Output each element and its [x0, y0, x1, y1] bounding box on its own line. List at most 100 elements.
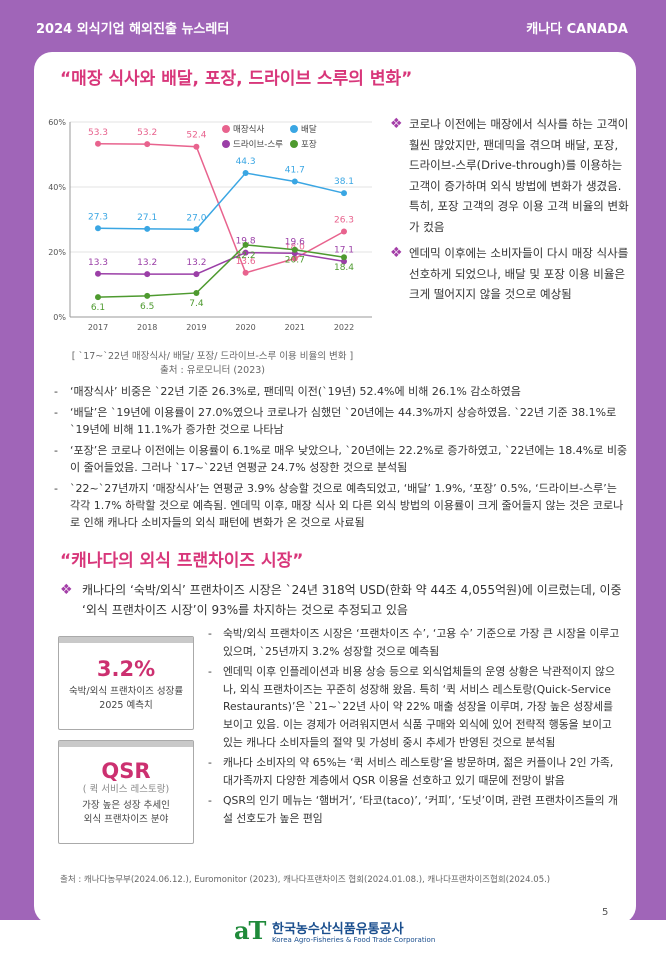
- data-label: 27.0: [186, 213, 206, 223]
- data-point: [144, 292, 151, 299]
- newsletter-title: 2024 외식기업 해외진출 뉴스레터: [36, 22, 230, 37]
- data-label: 6.1: [91, 303, 105, 313]
- data-label: 38.1: [334, 177, 354, 187]
- bullet-text: 엔데믹 이후에는 소비자들이 다시 매장 식사를 선호하게 되었으나, 배달 및…: [409, 246, 629, 301]
- data-point: [341, 254, 347, 261]
- chart-container: 0% 20% 40% 60% 2017 2018 2019 2020 2021 2022 53.3 5…: [40, 112, 380, 337]
- legend-marker: [290, 125, 298, 133]
- data-point: [341, 228, 347, 235]
- qsr-desc-2: 외식 프랜차이즈 분야: [83, 814, 169, 825]
- chart-source: 출처 : 유로모니터 (2023): [159, 365, 266, 376]
- legend-marker: [290, 140, 298, 148]
- footer-bar: [0, 920, 666, 954]
- data-point: [193, 226, 200, 233]
- findings-list: ‘매장식사’ 비중은 `22년 기준 26.3%로, 팬데믹 이전(`19년) …: [50, 383, 630, 535]
- data-point: [193, 271, 200, 278]
- x-tick-label: 2019: [186, 323, 206, 332]
- legend-label: 배달: [301, 124, 317, 135]
- data-label: 7.4: [189, 299, 204, 309]
- y-tick-label: 20%: [48, 248, 66, 257]
- section-heading-franchise: “캐나다의 외식 프랜차이즈 시장”: [60, 551, 304, 571]
- data-point: [144, 271, 151, 278]
- growth-rate-year: 2025 예측치: [99, 700, 153, 711]
- detail-item: QSR의 인기 메뉴는 ‘햄버거’, ‘타코(taco)’, ‘커피’, ‘도넛…: [205, 792, 625, 827]
- section-source: 출처 : 캐나다농무부(2024.06.12.), Euromonitor (2…: [60, 875, 551, 885]
- detail-item: 숙박/외식 프랜차이즈 시장은 ‘프랜차이즈 수’, ‘고용 수’ 기준으로 가…: [205, 625, 625, 660]
- legend-marker: [222, 140, 230, 148]
- data-point: [242, 249, 249, 256]
- data-point: [144, 141, 151, 148]
- top-bar: 2024 외식기업 해외진출 뉴스레터 캐나다 CANADA: [0, 0, 666, 52]
- x-tick-label: 2021: [285, 323, 305, 332]
- data-point: [242, 170, 249, 177]
- country-label: 캐나다 CANADA: [526, 22, 628, 37]
- x-tick-label: 2017: [88, 323, 108, 332]
- data-point: [95, 140, 101, 147]
- data-point: [95, 294, 101, 301]
- bullet-text: 코로나 이전에는 매장에서 식사를 하는 고객이 훨씬 많았지만, 팬데믹을 겪…: [409, 117, 629, 234]
- data-label: 26.3: [334, 216, 354, 226]
- qsr-desc-1: 가장 높은 성장 추세인: [82, 800, 170, 811]
- series-line-4: [97, 244, 345, 298]
- data-label: 13.3: [88, 258, 108, 268]
- data-point: [193, 143, 200, 150]
- data-label: 27.1: [137, 213, 157, 223]
- x-tick-label: 2018: [137, 323, 157, 332]
- chart-caption: [ `17~`22년 매장식사/ 배달/ 포장/ 드라이브-스루 이용 비율의 …: [71, 351, 354, 362]
- data-label: 19.8: [236, 237, 256, 247]
- x-tick-label: 2020: [235, 323, 255, 332]
- series-line-2: [97, 172, 345, 231]
- diamond-bullet-icon: ❖: [60, 582, 73, 598]
- data-point: [95, 225, 101, 232]
- data-point: [341, 258, 347, 265]
- legend-label: 매장식사: [233, 124, 264, 135]
- qsr-box: QSR ( 퀵 서비스 레스토랑) 가장 높은 성장 추세인 외식 프랜차이즈 …: [58, 740, 194, 844]
- finding-item: ‘포장’은 코로나 이전에는 이용률이 6.1%로 매우 낮았으나, `20년에…: [50, 442, 630, 476]
- y-tick-label: 40%: [48, 183, 66, 192]
- data-point: [291, 255, 298, 262]
- bullet-item: ❖ 코로나 이전에는 매장에서 식사를 하는 고객이 훨씬 많았지만, 팬데믹을 …: [390, 114, 630, 237]
- data-point: [95, 270, 101, 277]
- data-point: [341, 190, 347, 197]
- finding-item: ‘매장식사’ 비중은 `22년 기준 26.3%로, 팬데믹 이전(`19년) …: [50, 383, 630, 400]
- data-point: [242, 241, 249, 248]
- data-label: 52.4: [186, 131, 206, 141]
- qsr-fullname: ( 퀵 서비스 레스토랑): [82, 784, 170, 795]
- data-label: 27.3: [88, 212, 108, 222]
- growth-rate-label: 숙박/외식 프랜차이즈 성장률: [68, 686, 184, 697]
- org-name-korean: 한국농수산식품유통공사: [272, 922, 404, 937]
- data-label: 20.7: [285, 256, 305, 266]
- data-label: 6.5: [140, 302, 154, 312]
- data-point: [242, 269, 249, 276]
- data-label: 19.6: [285, 237, 305, 247]
- detail-item: 캐나다 소비자의 약 65%는 ‘퀵 서비스 레스토랑’을 방문하며, 젊은 커…: [205, 754, 625, 789]
- bullet-item: ❖ 엔데믹 이후에는 소비자들이 다시 매장 식사를 선호하게 되었으나, 배달 …: [390, 243, 630, 305]
- data-label: 13.2: [137, 258, 157, 268]
- legend-label: 포장: [301, 139, 317, 150]
- data-point: [291, 178, 298, 185]
- data-label: 13.6: [236, 257, 256, 267]
- finding-item: `22~`27년까지 ‘매장식사’는 연평균 3.9% 상승할 것으로 예측되었…: [50, 480, 630, 531]
- at-logo: aT 한국농수산식품유통공사 Korea Agro-Fisheries & Fo…: [234, 916, 436, 950]
- detail-item: 엔데믹 이후 인플레이션과 비용 상승 등으로 외식업체들의 운영 상황은 낙관…: [205, 663, 625, 751]
- data-label: 41.7: [285, 165, 305, 175]
- data-label: 44.3: [236, 157, 256, 167]
- diamond-bullet-icon: ❖: [390, 116, 403, 132]
- data-point: [193, 289, 200, 296]
- data-label: 17.1: [334, 245, 354, 255]
- chart-bullets: ❖ 코로나 이전에는 매장에서 식사를 하는 고객이 훨씬 많았지만, 팬데믹을 …: [390, 114, 630, 311]
- data-label: 18.4: [334, 263, 354, 273]
- page-number: 5: [602, 907, 609, 918]
- line-chart: 0% 20% 40% 60% 2017 2018 2019 2020 2021 2022 53.3 5…: [48, 118, 372, 332]
- box-top-bar: [59, 637, 193, 643]
- franchise-intro-text: 캐나다의 ‘숙박/외식’ 프랜차이즈 시장은 `24년 318억 USD(한화 …: [82, 583, 622, 617]
- section-heading-dining-change: “매장 식사와 배달, 포장, 드라이브 스루의 변화”: [60, 69, 413, 89]
- data-label: 53.3: [88, 128, 108, 138]
- data-label: 13.2: [186, 258, 206, 268]
- data-point: [291, 246, 298, 253]
- data-label: 22.2: [236, 251, 256, 261]
- org-name-english: Korea Agro-Fisheries & Food Trade Corpor…: [272, 936, 436, 944]
- series-line-1: [97, 143, 345, 274]
- growth-rate-value: 3.2%: [96, 657, 156, 681]
- legend-marker: [222, 125, 230, 133]
